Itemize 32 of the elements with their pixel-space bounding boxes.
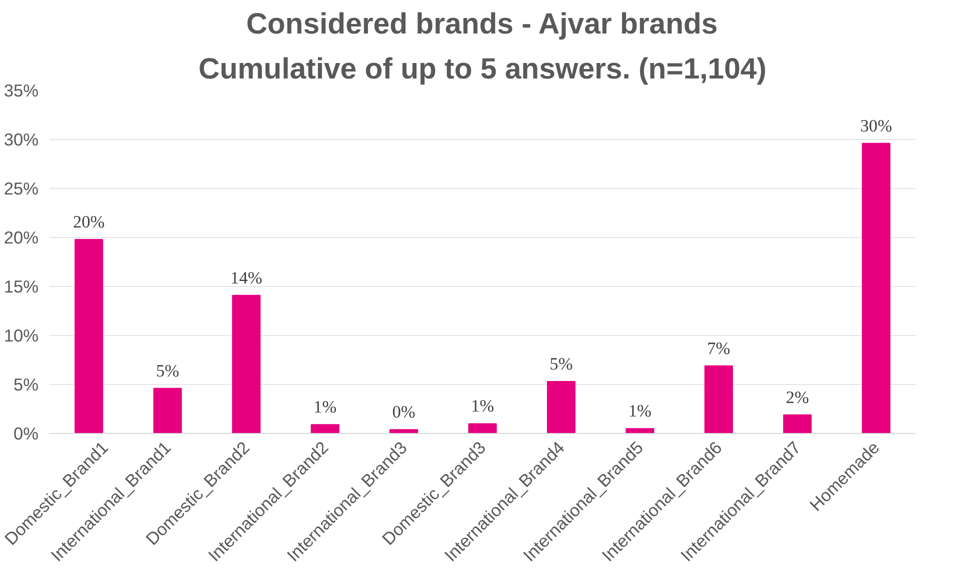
y-tick-label: 20% [4, 228, 39, 248]
y-tick-label: 10% [4, 326, 39, 346]
data-label: 30% [860, 116, 892, 136]
bar [232, 294, 261, 434]
bar [389, 429, 418, 434]
chart-title: Considered brands - Ajvar brands [246, 8, 718, 40]
data-label: 2% [786, 388, 809, 407]
bar [704, 365, 733, 434]
y-tick-label: 15% [4, 276, 39, 296]
data-label: 14% [230, 268, 262, 288]
bar [468, 423, 497, 434]
y-tick-label: 0% [13, 424, 38, 444]
bar [74, 238, 104, 434]
data-label: 1% [470, 396, 494, 416]
y-tick-label: 25% [4, 178, 39, 198]
chart-subtitle: Cumulative of up to 5 answers. (n=1,104) [198, 52, 766, 86]
bar [310, 424, 340, 434]
data-label: 20% [72, 212, 105, 232]
data-label: 7% [707, 338, 730, 358]
data-label: 1% [313, 398, 337, 417]
data-label: 0% [392, 402, 416, 422]
bar [546, 381, 576, 434]
y-tick-label: 35% [4, 80, 39, 100]
bar [626, 428, 654, 434]
y-tick-label: 30% [4, 130, 39, 150]
data-label: 5% [550, 354, 573, 374]
bar [862, 142, 890, 434]
data-label: 1% [628, 402, 652, 421]
y-tick-label: 5% [13, 374, 38, 394]
bar [783, 414, 812, 434]
data-label: 5% [156, 361, 180, 380]
bar [153, 388, 182, 434]
